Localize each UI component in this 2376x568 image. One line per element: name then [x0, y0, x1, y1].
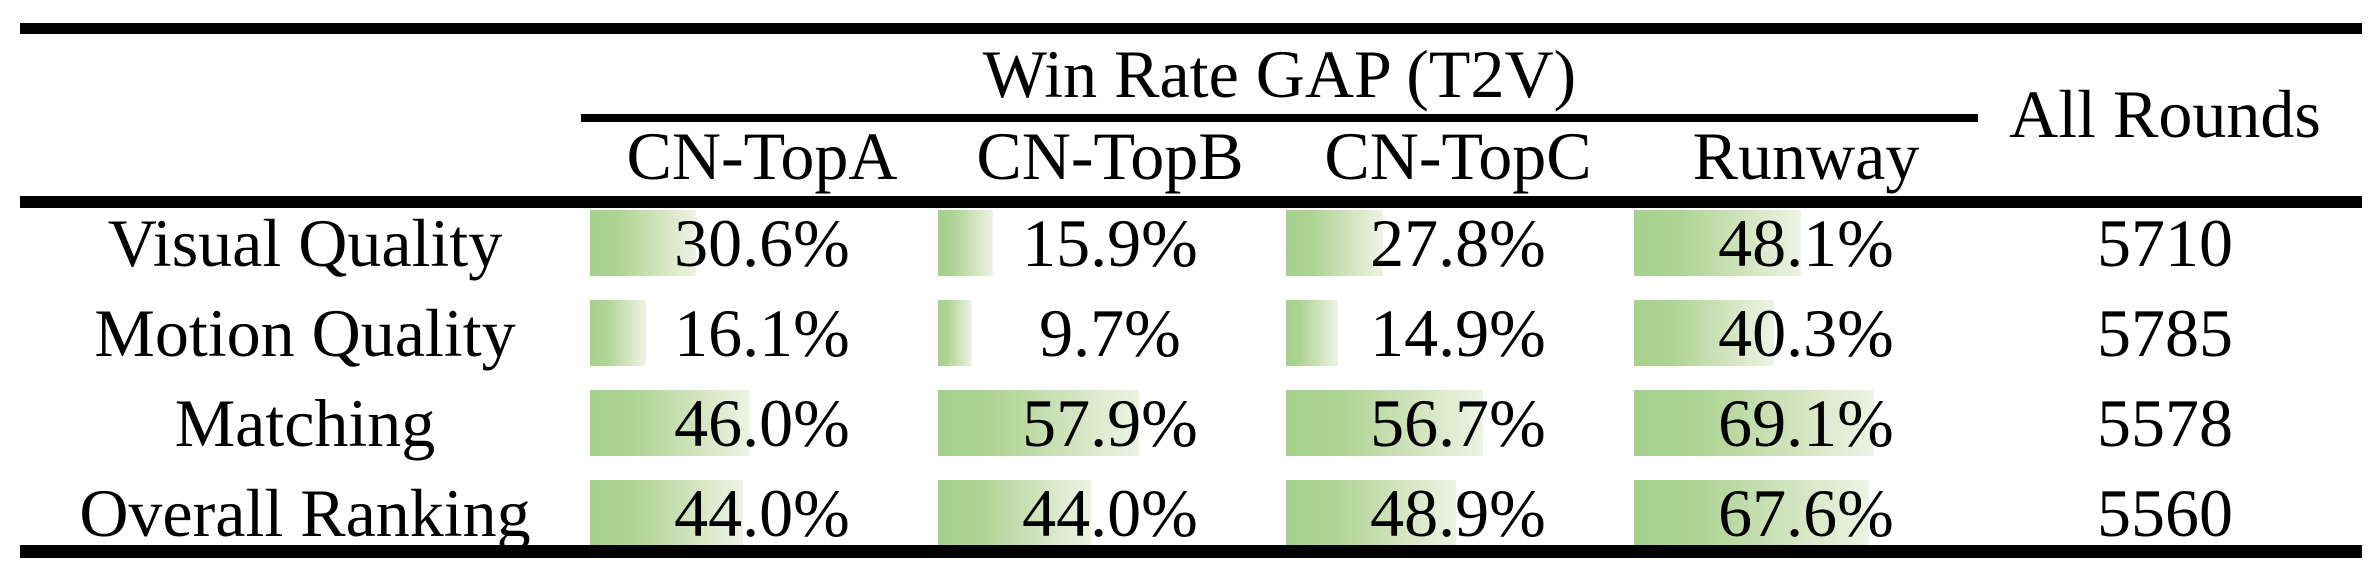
column-header-runway: Runway — [1692, 118, 1920, 194]
row-label: Visual Quality — [107, 205, 503, 281]
row-label: Matching — [174, 385, 436, 461]
header-body-separator-rule — [20, 196, 2362, 208]
win-rate-value: 46.0% — [674, 385, 850, 461]
win-rate-bar — [1286, 480, 1457, 546]
win-rate-bar — [938, 480, 1092, 546]
win-rate-cell: 27.8% — [1284, 198, 1632, 288]
win-rate-value: 69.1% — [1718, 385, 1894, 461]
table-bottom-rule — [20, 545, 2362, 558]
win-rate-bar — [1634, 480, 1870, 546]
win-rate-value: 44.0% — [1022, 475, 1198, 551]
win-rate-cell: 48.9% — [1284, 468, 1632, 558]
table-row-matching: Matching 46.0% 57.9% 56.7% 69.1% 5578 — [0, 378, 2376, 468]
win-rate-value: 44.0% — [674, 475, 850, 551]
win-rate-bar — [1634, 300, 1775, 366]
column-header-cn-topb: CN-TopB — [976, 118, 1244, 194]
win-rate-value: 67.6% — [1718, 475, 1894, 551]
win-rate-cell: 9.7% — [936, 288, 1284, 378]
all-rounds-value: 5560 — [2097, 475, 2233, 551]
win-rate-cell: 15.9% — [936, 198, 1284, 288]
win-rate-value: 27.8% — [1370, 205, 1546, 281]
win-rate-cell: 14.9% — [1284, 288, 1632, 378]
win-rate-bar — [938, 300, 972, 366]
column-header-cn-topc: CN-TopC — [1324, 118, 1592, 194]
win-rate-value: 40.3% — [1718, 295, 1894, 371]
group-header-underline-rule — [581, 114, 1978, 122]
win-rate-cell: 44.0% — [588, 468, 936, 558]
win-rate-bar — [590, 300, 647, 366]
table-row-motion-quality: Motion Quality 16.1% 9.7% 14.9% 40.3% 57… — [0, 288, 2376, 378]
win-rate-cell: 16.1% — [588, 288, 936, 378]
win-rate-cell: 48.1% — [1632, 198, 1980, 288]
win-rate-value: 30.6% — [674, 205, 850, 281]
column-header-all-rounds: All Rounds — [2009, 76, 2321, 152]
win-rate-cell: 40.3% — [1632, 288, 1980, 378]
win-rate-bar — [1286, 300, 1338, 366]
win-rate-cell: 67.6% — [1632, 468, 1980, 558]
win-rate-value: 9.7% — [1039, 295, 1181, 371]
column-header-cn-topa: CN-TopA — [626, 118, 898, 194]
win-rate-value: 15.9% — [1022, 205, 1198, 281]
win-rate-value: 48.9% — [1370, 475, 1546, 551]
table-top-rule — [20, 23, 2362, 34]
win-rate-value: 14.9% — [1370, 295, 1546, 371]
table-row-overall-ranking: Overall Ranking 44.0% 44.0% 48.9% 67.6% … — [0, 468, 2376, 558]
win-rate-cell: 46.0% — [588, 378, 936, 468]
all-rounds-value: 5785 — [2097, 295, 2233, 371]
win-rate-value: 48.1% — [1718, 205, 1894, 281]
win-rate-bar — [1286, 390, 1484, 456]
win-rate-value: 56.7% — [1370, 385, 1546, 461]
row-label: Motion Quality — [94, 295, 516, 371]
win-rate-bar — [938, 210, 994, 276]
win-rate-value: 16.1% — [674, 295, 850, 371]
win-rate-cell: 69.1% — [1632, 378, 1980, 468]
row-label: Overall Ranking — [79, 475, 531, 551]
win-rate-bar — [1634, 210, 1802, 276]
table-row-visual-quality: Visual Quality 30.6% 15.9% 27.8% 48.1% 5… — [0, 198, 2376, 288]
win-rate-cell: 44.0% — [936, 468, 1284, 558]
win-rate-bar — [590, 210, 697, 276]
group-header-title: Win Rate GAP (T2V) — [982, 36, 1577, 112]
win-rate-bar — [1634, 390, 1875, 456]
win-rate-bar — [590, 390, 751, 456]
win-rate-value: 57.9% — [1022, 385, 1198, 461]
win-rate-cell: 57.9% — [936, 378, 1284, 468]
win-rate-cell: 56.7% — [1284, 378, 1632, 468]
all-rounds-value: 5710 — [2097, 205, 2233, 281]
win-rate-cell: 30.6% — [588, 198, 936, 288]
win-rate-bar — [938, 390, 1140, 456]
win-rate-bar — [590, 480, 744, 546]
win-rate-bar — [1286, 210, 1383, 276]
all-rounds-value: 5578 — [2097, 385, 2233, 461]
